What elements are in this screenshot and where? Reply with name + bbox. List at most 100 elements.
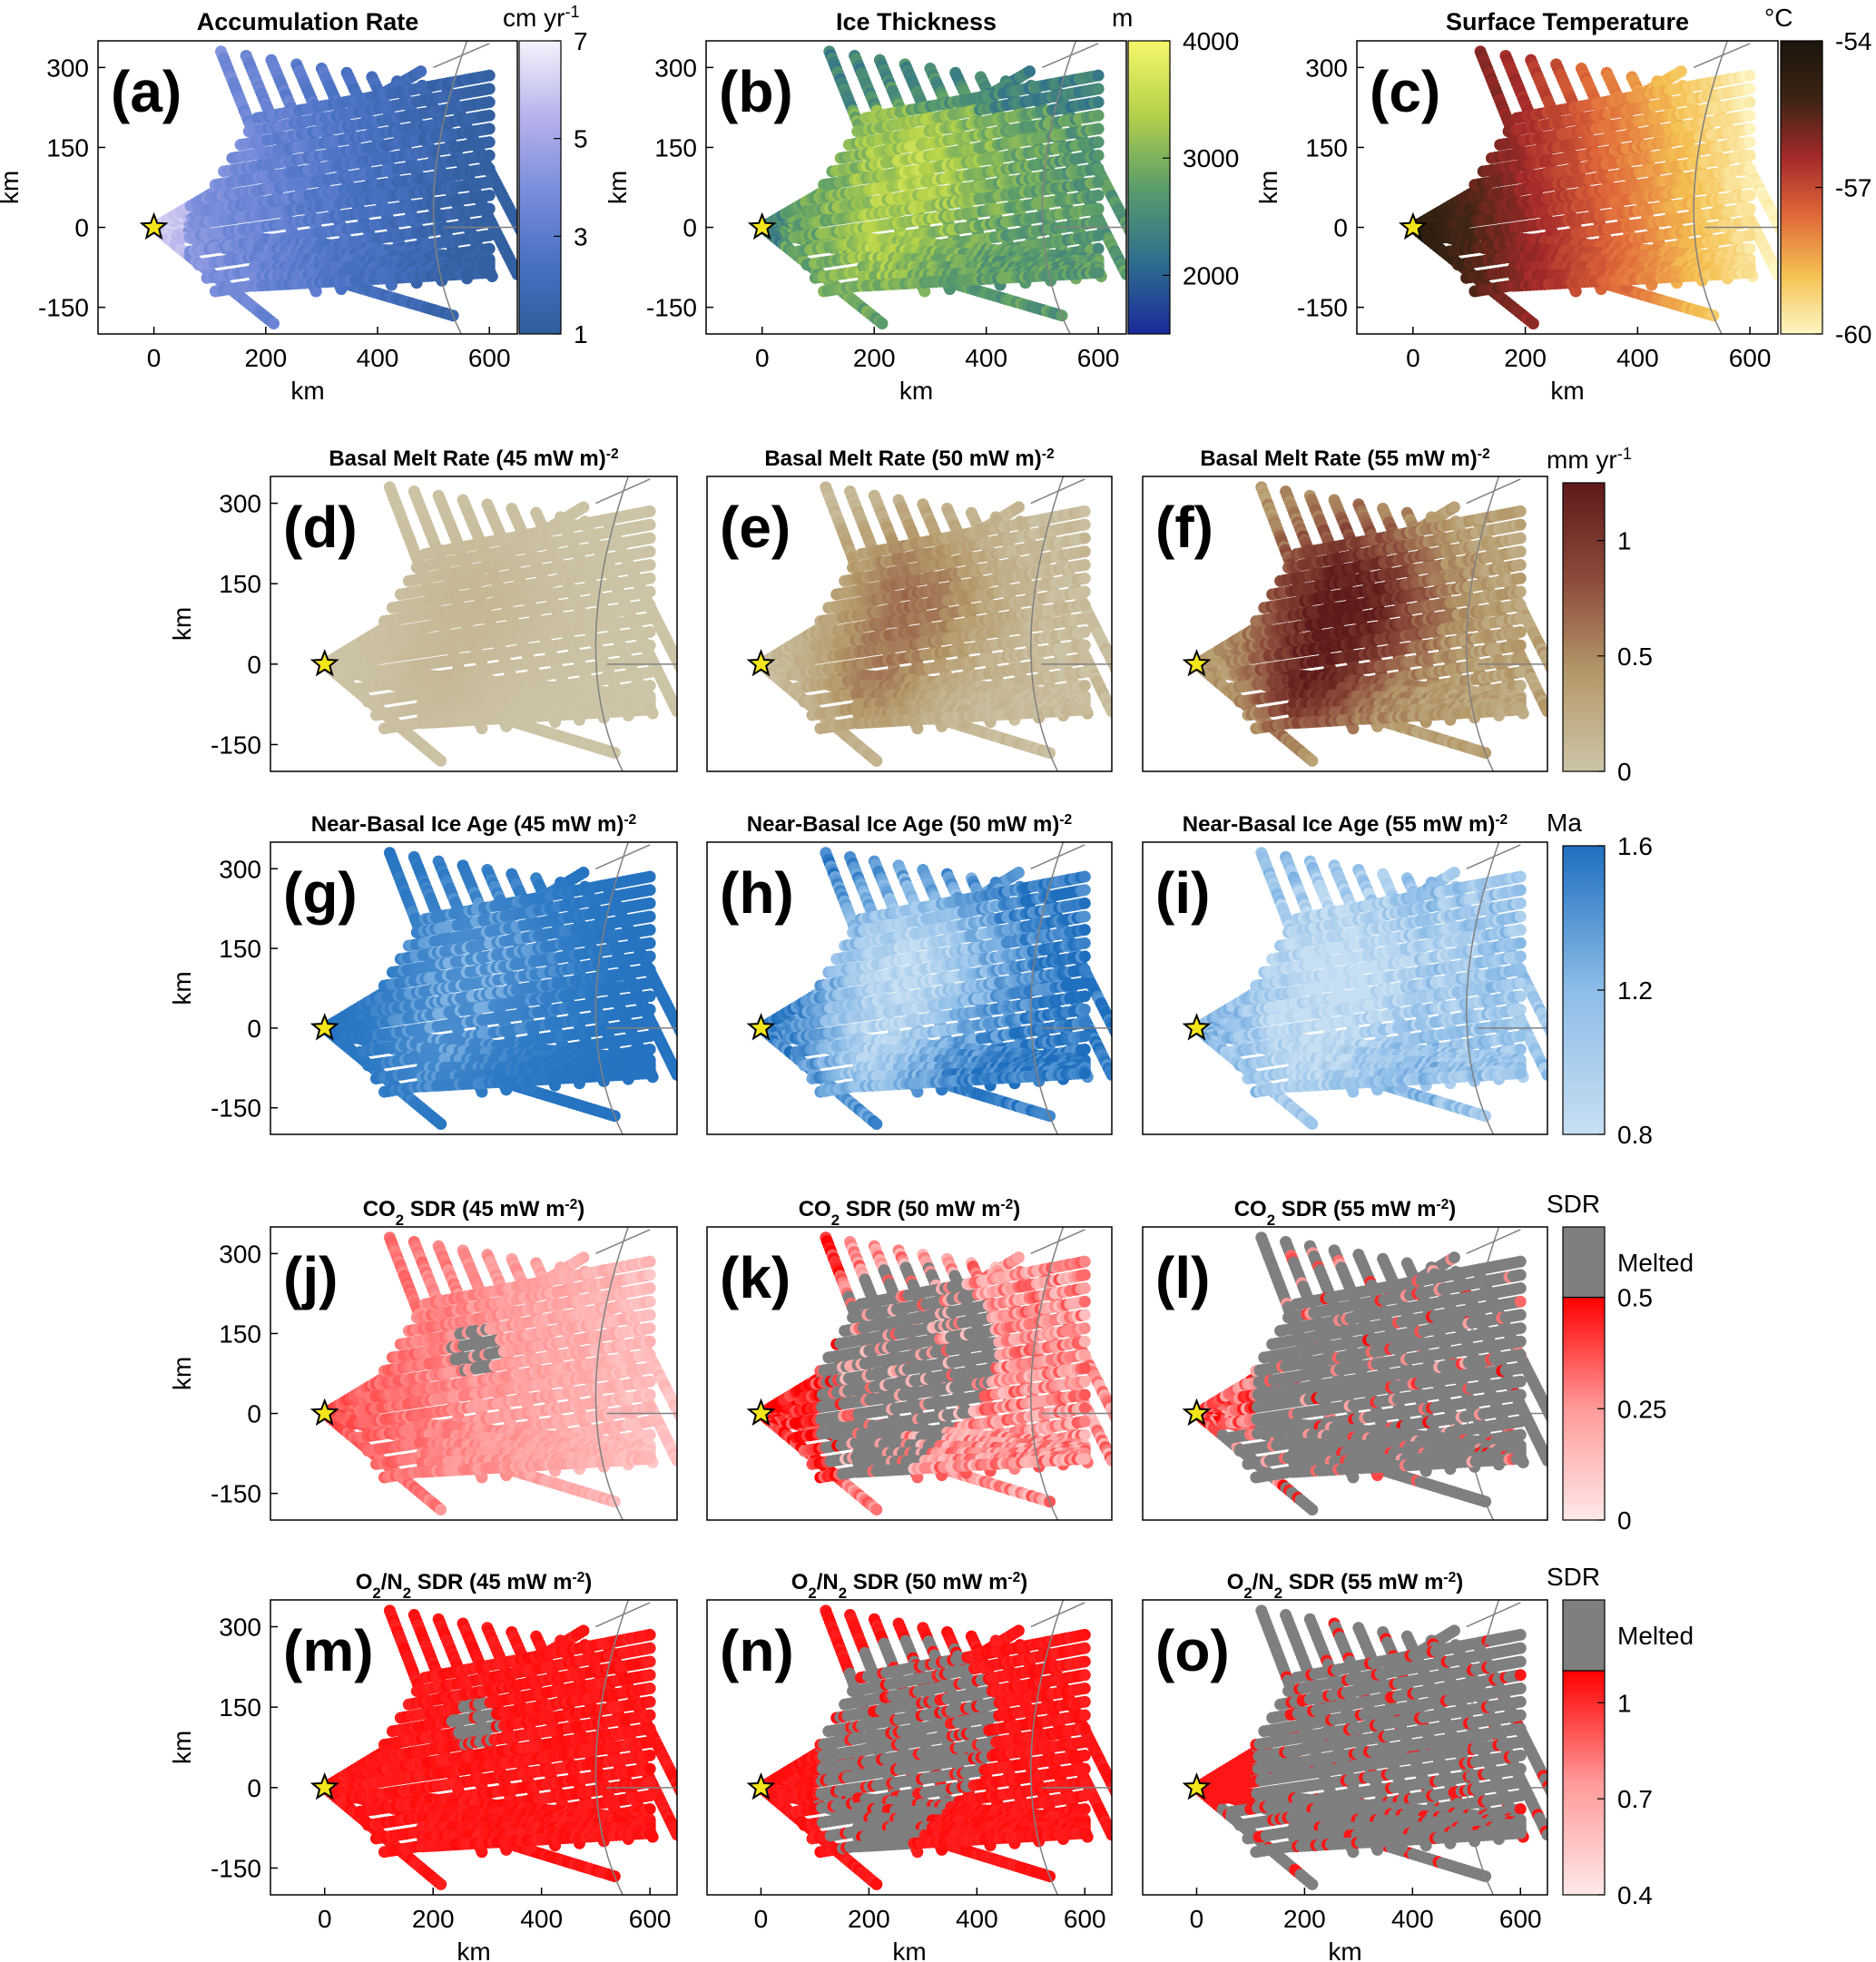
colorbar: 2000 3000 4000 m — [1112, 4, 1239, 335]
x-tick-label: 600 — [1499, 1905, 1542, 1933]
colorbar-tick-label: 0.5 — [1617, 1284, 1653, 1312]
y-axis-label: km — [168, 971, 196, 1005]
axes-frame — [1142, 841, 1548, 1135]
y-tick-label: 300 — [219, 490, 261, 518]
origin-star — [1182, 1772, 1212, 1800]
data-layer — [319, 481, 677, 767]
axes-frame — [1142, 1599, 1548, 1896]
axes-frame — [270, 1226, 678, 1521]
reference-arcs — [1030, 1600, 1112, 1895]
panel-title: Ice Thickness — [836, 8, 997, 35]
x-tick-label: 0 — [1406, 344, 1420, 372]
y-tick-label: 300 — [219, 1240, 261, 1268]
colorbar: Melted 0 0.25 0.5 SDR — [1547, 1190, 1694, 1535]
colorbar-tick-label: 0.7 — [1617, 1785, 1653, 1813]
y-tick-label: 150 — [219, 1693, 261, 1722]
colorbar-tick-label: 5 — [574, 125, 588, 153]
colorbar-tick-label: -60 — [1835, 320, 1871, 348]
panel-title: O2/N2 SDR (55 mW m-2) — [1227, 1570, 1464, 1602]
panel-title: CO2 SDR (50 mW m-2) — [799, 1197, 1021, 1229]
y-axis-label: km — [168, 1731, 196, 1764]
y-axis-label: km — [1254, 171, 1282, 204]
colorbar-tick-label: 4000 — [1183, 27, 1239, 55]
panel-title: Near-Basal Ice Age (55 mW m)-2 — [1183, 812, 1508, 838]
x-tick-label: 400 — [520, 1905, 563, 1933]
x-tick-label: 600 — [1077, 344, 1120, 372]
x-tick-label: 600 — [629, 1905, 672, 1933]
panel-label: (h) — [720, 860, 794, 926]
axes-frame — [270, 1599, 678, 1896]
y-tick-label: 300 — [219, 855, 261, 883]
panel-title: Accumulation Rate — [197, 8, 419, 35]
panel-j: (j) CO2 SDR (45 mW m-2) -150 0 150 300 km — [168, 1197, 678, 1521]
colorbar-gradient — [518, 40, 562, 335]
origin-star — [1182, 649, 1212, 677]
data-layer — [148, 45, 517, 329]
axes-frame — [270, 841, 678, 1135]
origin-star — [746, 649, 776, 677]
colorbar-label: °C — [1764, 4, 1793, 32]
panel-label: (e) — [720, 495, 791, 560]
panel-label: (n) — [720, 1618, 794, 1683]
colorbar-tick-label: 0 — [1617, 1506, 1632, 1535]
axes-frame — [706, 841, 1113, 1135]
colorbar-tick-label: -57 — [1835, 174, 1871, 202]
colorbar-tick-label: 2000 — [1183, 261, 1239, 289]
axes-frame — [706, 1599, 1113, 1896]
y-tick-label: 150 — [1305, 133, 1348, 162]
colorbar-tick-label: 0.5 — [1617, 643, 1653, 671]
reference-arcs — [1466, 842, 1547, 1134]
panel-title: Basal Melt Rate (55 mW m)-2 — [1200, 446, 1490, 472]
y-tick-label: 0 — [247, 1400, 261, 1428]
data-layer — [1190, 1604, 1547, 1890]
data-layer — [319, 1231, 677, 1516]
panel-label: (d) — [283, 495, 358, 560]
colorbar-tick-label: 0.4 — [1617, 1881, 1653, 1909]
axes-frame — [1142, 476, 1548, 772]
panel-label: (j) — [283, 1245, 338, 1310]
panel-b: (b) Ice Thickness -150 0 150 300 km 0 200 400 600 k… — [604, 4, 1239, 405]
x-tick-label: 200 — [1504, 344, 1547, 372]
panel-l: (l) CO2 SDR (55 mW m-2) Melted 0 0.25 0.5 SDR — [1142, 1190, 1694, 1535]
y-axis-label: km — [0, 171, 24, 204]
colorbar-label: cm yr-1 — [503, 3, 580, 32]
x-axis-label: km — [1328, 1937, 1361, 1962]
colorbar-tick-label: 1 — [574, 320, 588, 348]
data-layer — [1190, 1231, 1547, 1516]
panel-a: (a) Accumulation Rate -150 0 150 300 km 0 200 400… — [0, 3, 588, 405]
reference-arcs — [1030, 1227, 1112, 1520]
panel-f: (f) Basal Melt Rate (55 mW m)-2 0 0.5 1 mm yr… — [1142, 445, 1653, 786]
axes-frame — [1356, 40, 1779, 335]
panel-label: (g) — [283, 860, 358, 926]
x-tick-label: 0 — [147, 344, 162, 372]
colorbar-tick-label: 0.8 — [1617, 1121, 1653, 1149]
x-tick-label: 200 — [1283, 1905, 1326, 1933]
x-tick-label: 0 — [318, 1905, 332, 1933]
panel-title: Surface Temperature — [1446, 8, 1689, 35]
colorbar-gradient — [1562, 482, 1606, 772]
colorbar-tick-label: 3 — [574, 222, 588, 250]
axes-frame — [706, 1226, 1113, 1521]
origin-star — [746, 1398, 776, 1427]
colorbar-tick-label: 1.2 — [1617, 976, 1653, 1005]
y-tick-label: 300 — [46, 54, 89, 82]
data-layer — [319, 1604, 677, 1890]
panel-title: Near-Basal Ice Age (50 mW m)-2 — [747, 812, 1073, 838]
colorbar: 0.8 1.2 1.6 Ma — [1547, 809, 1653, 1149]
reference-arcs — [1030, 842, 1112, 1134]
reference-arcs — [1466, 1227, 1547, 1520]
panel-title: O2/N2 SDR (45 mW m-2) — [356, 1570, 593, 1602]
colorbar-gradient — [1127, 40, 1171, 335]
panel-title: Near-Basal Ice Age (45 mW m)-2 — [311, 812, 637, 838]
y-tick-label: -150 — [38, 294, 89, 322]
colorbar: 0 0.5 1 mm yr-1 — [1547, 445, 1653, 786]
origin-star — [309, 1013, 339, 1041]
data-layer — [1407, 45, 1778, 329]
y-tick-label: 0 — [247, 1015, 261, 1043]
colorbar: Melted 0.4 0.7 1 SDR — [1547, 1563, 1694, 1909]
reference-arcs — [594, 476, 677, 771]
panel-g: (g) Near-Basal Ice Age (45 mW m)-2 -150 0 15… — [168, 812, 678, 1135]
x-tick-label: 600 — [468, 344, 511, 372]
x-tick-label: 200 — [848, 1905, 890, 1933]
